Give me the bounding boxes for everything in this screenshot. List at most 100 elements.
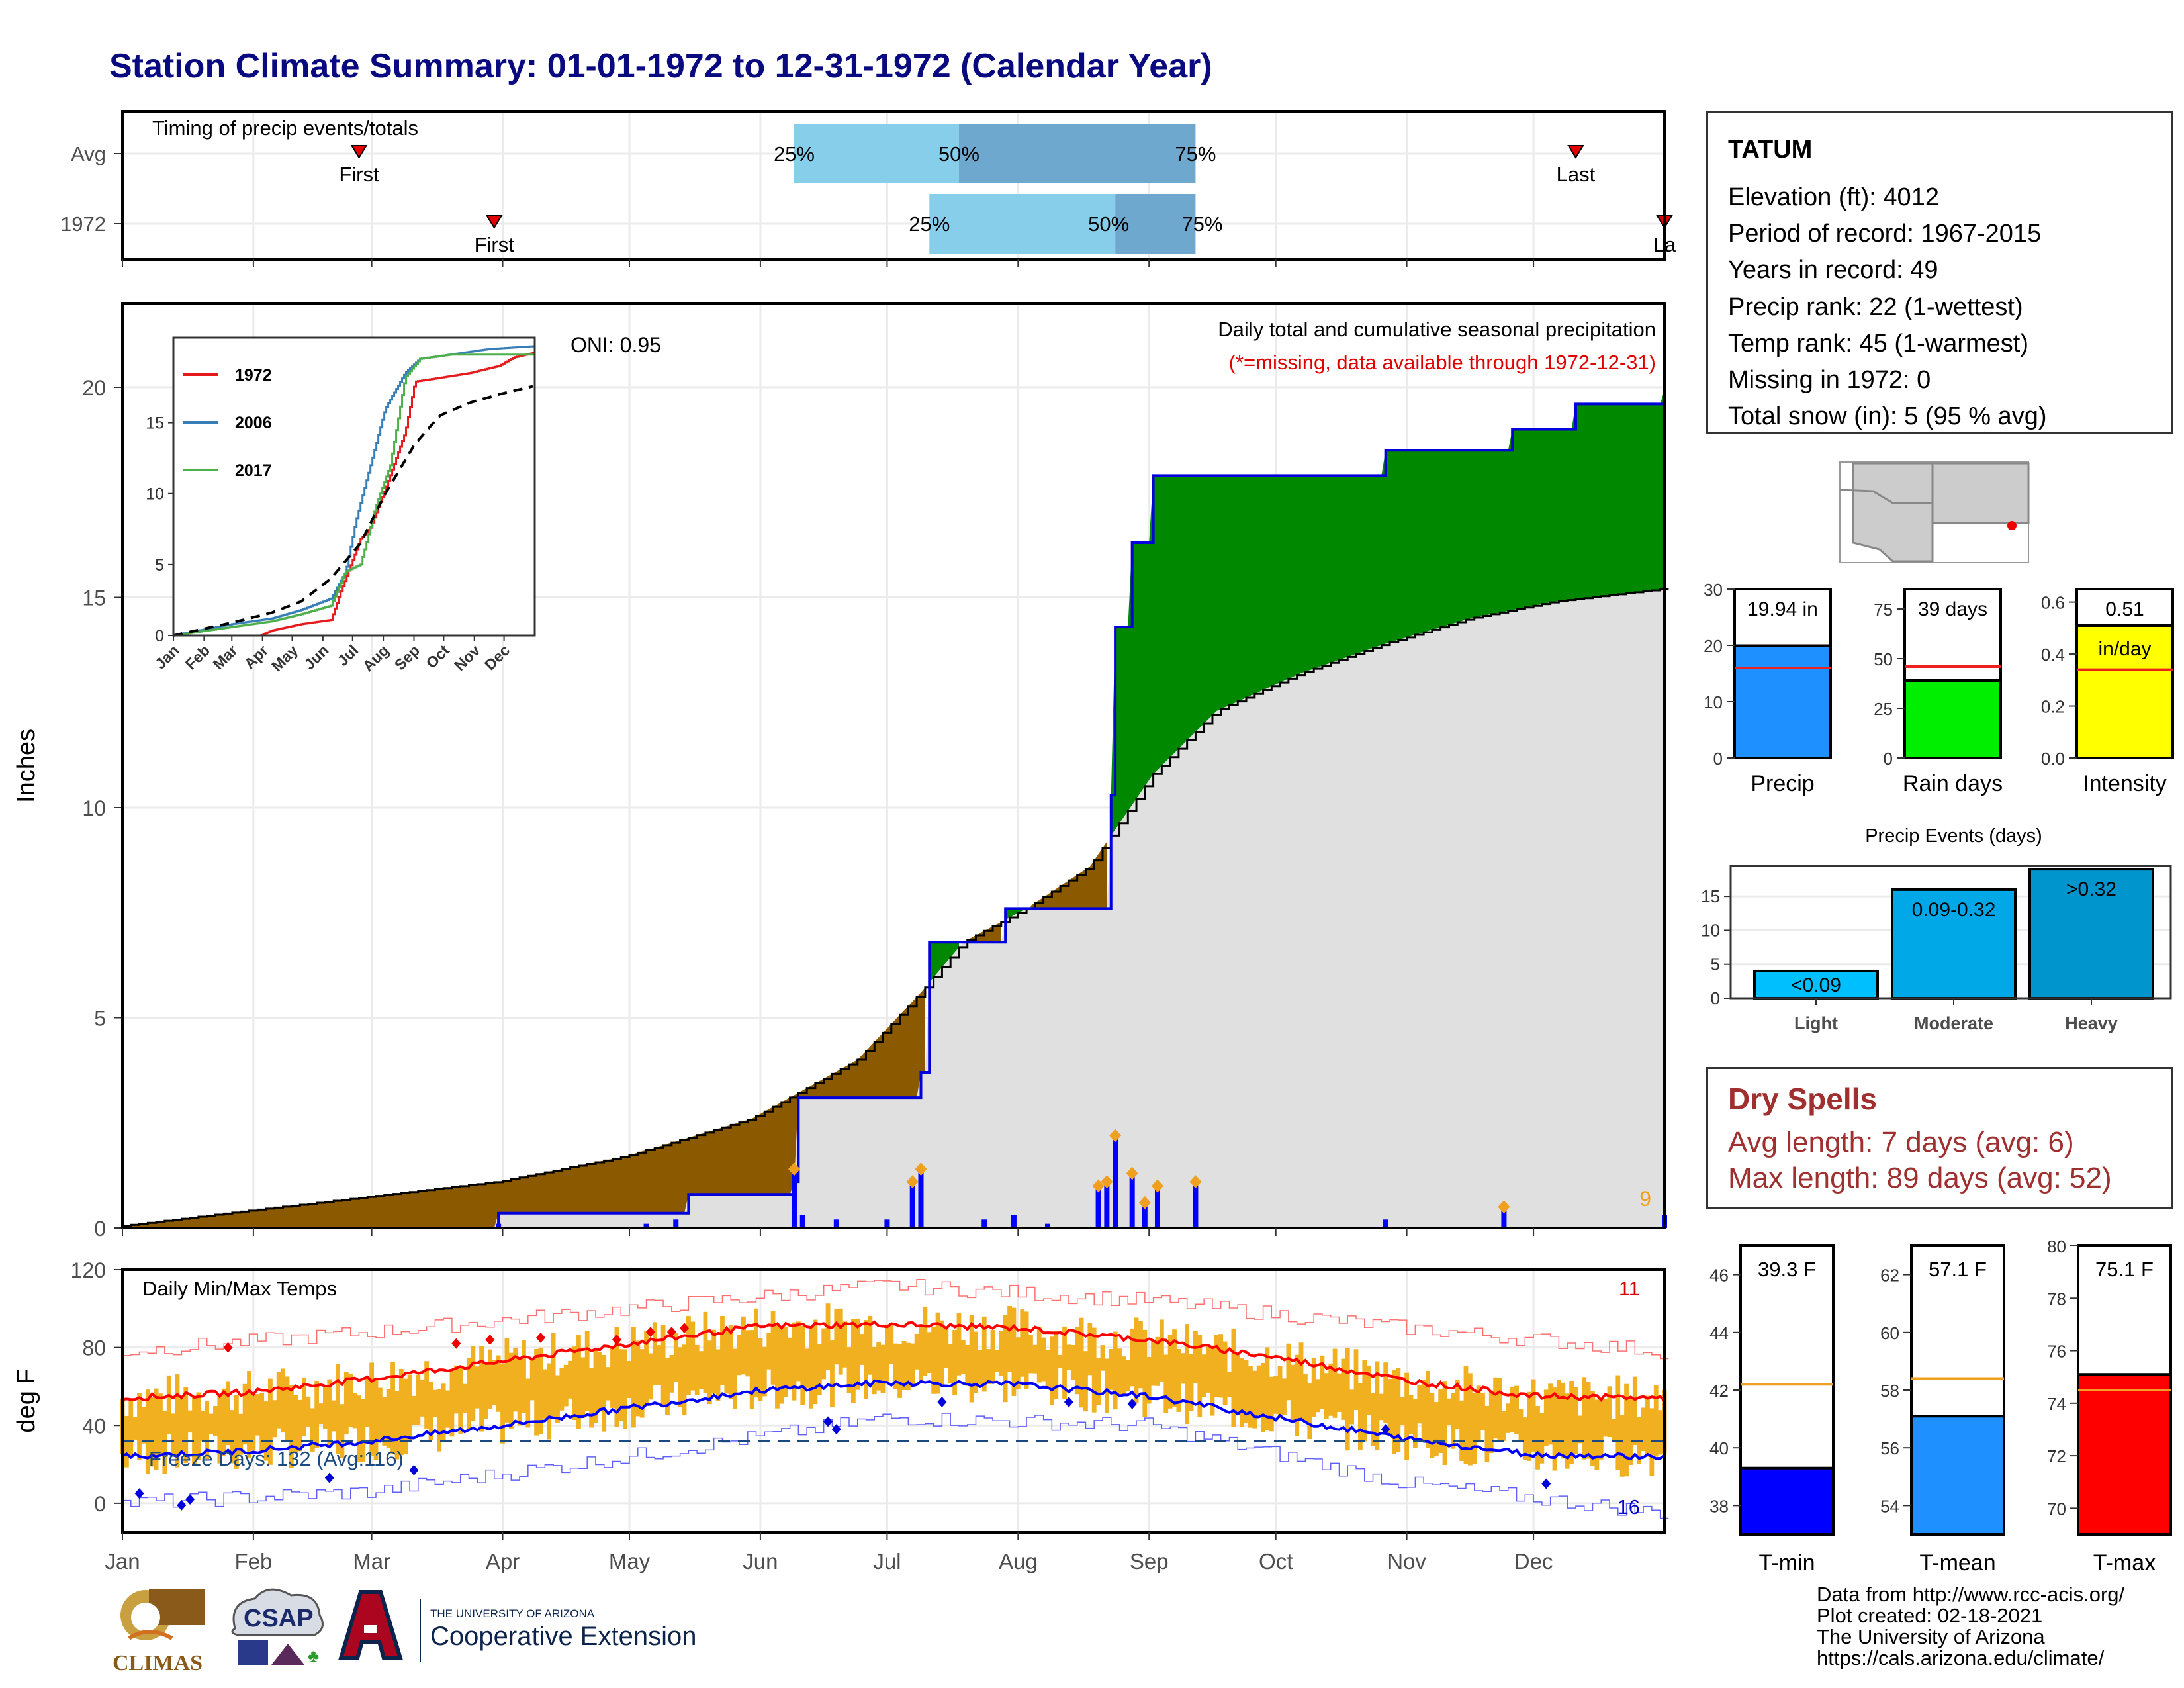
daily-temp-bar bbox=[428, 1382, 433, 1440]
station-temp-rank: Temp rank: 45 (1-warmest) bbox=[1728, 330, 2029, 357]
temp-ytick-label: 40 bbox=[82, 1414, 106, 1438]
daily-temp-bar bbox=[369, 1362, 375, 1456]
summary-bar-label: Precip bbox=[1751, 771, 1814, 796]
daily-temp-bar bbox=[665, 1358, 670, 1415]
daily-precip-bar bbox=[791, 1169, 797, 1228]
temp-ylabel: deg F bbox=[13, 1368, 40, 1432]
daily-temp-bar bbox=[1054, 1330, 1059, 1399]
daily-temp-bar bbox=[834, 1309, 839, 1365]
daily-temp-bar bbox=[1197, 1335, 1203, 1417]
daily-precip-bar bbox=[884, 1219, 890, 1228]
record-low-marker bbox=[823, 1416, 833, 1427]
temp-bar-ytick-label: 58 bbox=[1880, 1381, 1899, 1401]
daily-precip-bar bbox=[1104, 1182, 1110, 1228]
daily-precip-bar bbox=[673, 1219, 679, 1228]
temp-frame bbox=[121, 1268, 1666, 1534]
daily-temp-bar bbox=[1028, 1335, 1033, 1374]
temp-panel: 0 40 80 120 Daily Min/Max Temps Freeze Days: … bbox=[13, 1258, 1669, 1534]
summary-bar-label: Intensity bbox=[2083, 771, 2167, 796]
daily-temp-bar bbox=[445, 1390, 450, 1428]
daily-temp-bar bbox=[859, 1334, 864, 1365]
daily-temp-bar bbox=[525, 1378, 531, 1428]
daily-temp-bar bbox=[901, 1341, 907, 1390]
daily-temp-bar bbox=[475, 1366, 480, 1409]
daily-temp-bar bbox=[1467, 1373, 1473, 1466]
month-label: Apr bbox=[486, 1549, 520, 1573]
daily-temp-bar bbox=[931, 1327, 936, 1394]
daily-temp-bar bbox=[889, 1323, 894, 1364]
map-state-shape bbox=[1852, 462, 2030, 563]
daily-temp-bar bbox=[1383, 1362, 1388, 1423]
daily-temp-bar bbox=[1345, 1347, 1350, 1451]
month-label: Jan bbox=[105, 1549, 140, 1573]
timing-marker bbox=[1567, 145, 1584, 159]
month-label: May bbox=[609, 1549, 651, 1573]
daily-temp-bar bbox=[1619, 1415, 1625, 1477]
daily-temp-bar bbox=[1062, 1326, 1067, 1400]
temp-bar-ytick-label: 40 bbox=[1709, 1438, 1729, 1458]
record-low-marker bbox=[134, 1488, 144, 1499]
daily-temp-bar bbox=[398, 1368, 404, 1456]
temp-bar-ytick-label: 44 bbox=[1709, 1323, 1729, 1343]
summary-bar-ytick-label: 0.6 bbox=[2041, 593, 2065, 613]
temp-bar-ytick-label: 38 bbox=[1709, 1496, 1729, 1516]
record-low-marker bbox=[1127, 1398, 1137, 1409]
daily-temp-bar bbox=[432, 1389, 437, 1417]
summary-bar-ytick-label: 0.2 bbox=[2041, 697, 2065, 717]
daily-temp-bar bbox=[1658, 1410, 1663, 1455]
daily-temp-bar bbox=[1598, 1397, 1604, 1460]
daily-temp-bar bbox=[1015, 1337, 1021, 1389]
record-low-marker bbox=[185, 1494, 195, 1505]
temp-bar-label: T-max bbox=[2093, 1550, 2156, 1575]
daily-temp-bar bbox=[905, 1342, 911, 1391]
daily-temp-bar bbox=[534, 1348, 539, 1436]
daily-temp-bar bbox=[657, 1345, 662, 1385]
precip-ytick-label: 10 bbox=[82, 796, 106, 820]
daily-temp-bar bbox=[547, 1363, 552, 1440]
daily-temp-bar bbox=[221, 1388, 226, 1456]
daily-temp-bar bbox=[868, 1315, 873, 1375]
daily-temp-bar bbox=[1235, 1353, 1240, 1414]
temp-ytick-label: 120 bbox=[71, 1258, 106, 1282]
daily-temp-bar bbox=[437, 1389, 442, 1452]
daily-temp-bar bbox=[673, 1333, 678, 1382]
timing-row-label: 1972 bbox=[60, 212, 106, 236]
daily-temp-bar bbox=[792, 1322, 797, 1401]
daily-temp-bar bbox=[1371, 1393, 1375, 1446]
summary-bar-ytick-label: 25 bbox=[1874, 699, 1893, 719]
daily-temp-bar bbox=[331, 1400, 336, 1432]
daily-temp-bar bbox=[715, 1349, 721, 1401]
daily-temp-bar bbox=[623, 1349, 628, 1429]
daily-temp-bar bbox=[872, 1346, 877, 1395]
daily-temp-bar bbox=[1104, 1358, 1109, 1413]
daily-temp-bar bbox=[1603, 1398, 1608, 1437]
daily-temp-bar bbox=[580, 1357, 586, 1418]
daily-temp-bar bbox=[584, 1331, 590, 1411]
daily-temp-bar bbox=[128, 1400, 134, 1456]
summary-bar-ytick-label: 50 bbox=[1874, 649, 1893, 669]
daily-temp-bar bbox=[990, 1330, 995, 1382]
daily-temp-bar bbox=[813, 1319, 818, 1405]
daily-temp-bar bbox=[386, 1389, 391, 1448]
daily-temp-bar bbox=[348, 1373, 353, 1427]
daily-temp-bar bbox=[720, 1315, 725, 1385]
timing-title: Timing of precip events/totals bbox=[152, 117, 418, 140]
hot-days-count: 11 bbox=[1619, 1277, 1640, 1300]
daily-temp-bar bbox=[327, 1379, 332, 1446]
daily-temp-bar bbox=[1024, 1311, 1029, 1389]
summary-bar-ytick-label: 20 bbox=[1704, 636, 1723, 656]
daily-temp-bar bbox=[272, 1400, 277, 1438]
daily-temp-bar bbox=[247, 1371, 251, 1458]
daily-temp-bar bbox=[1066, 1344, 1071, 1370]
summary-bar-value: 0.51 bbox=[2105, 598, 2144, 620]
summary-bar-ytick-label: 0.0 bbox=[2041, 749, 2065, 769]
heavy-precip-marker bbox=[906, 1175, 919, 1189]
daily-temp-bar bbox=[226, 1381, 230, 1446]
daily-temp-bar bbox=[1400, 1397, 1405, 1425]
station-elevation: Elevation (ft): 4012 bbox=[1728, 183, 1939, 211]
station-missing: Missing in 1972: 0 bbox=[1728, 366, 1931, 394]
daily-temp-bar bbox=[306, 1396, 311, 1427]
freeze-days-label: Freeze Days: 132 (Avg:116) bbox=[149, 1447, 404, 1470]
temp-bar-ytick-label: 76 bbox=[2047, 1342, 2066, 1362]
daily-temp-bar bbox=[897, 1344, 902, 1398]
